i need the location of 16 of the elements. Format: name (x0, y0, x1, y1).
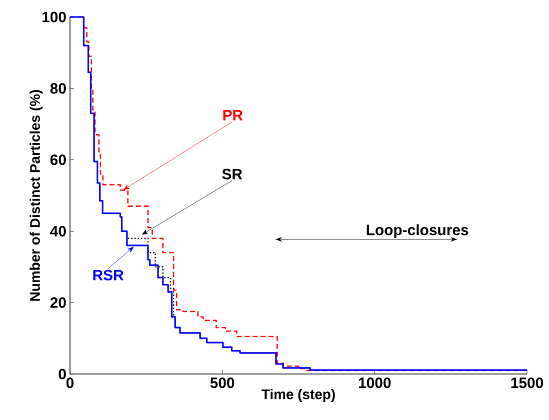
x-tick-label: 1500 (511, 378, 543, 388)
y-tick-label: 80 (50, 83, 66, 94)
annotation: RSR (93, 270, 124, 280)
x-tick-label: 0 (66, 378, 74, 388)
y-tick-label: 20 (50, 297, 66, 308)
annotation: PR (223, 110, 243, 120)
y-tick-label: 40 (50, 226, 66, 236)
annotation: SR (222, 168, 242, 180)
x-tick-label: 1000 (358, 378, 391, 388)
y-axis-title: Number of Distinct Particles (%) (30, 90, 43, 301)
annotation: Loop-closures (366, 224, 468, 238)
y-tick-label: 100 (42, 12, 66, 22)
x-tick-label: 500 (210, 378, 234, 388)
y-tick-label: 0 (58, 368, 66, 380)
y-tick-label: 60 (50, 154, 66, 166)
x-axis-title: Time (step) (262, 388, 335, 402)
